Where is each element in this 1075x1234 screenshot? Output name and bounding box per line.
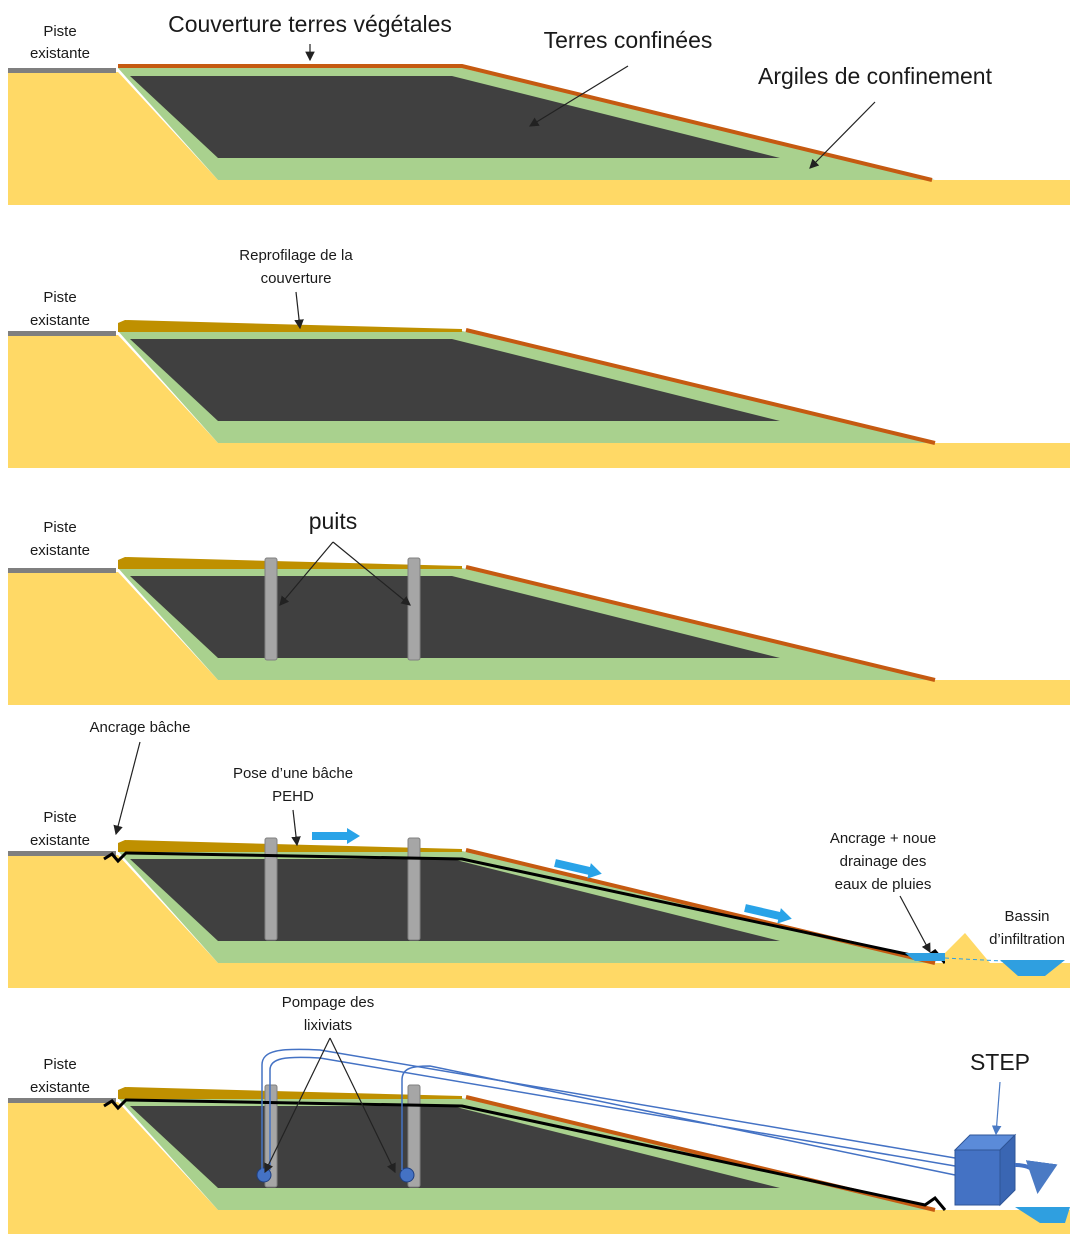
- bank: [945, 933, 990, 963]
- road: [8, 1098, 116, 1103]
- arrow: [291, 809, 301, 847]
- arrow: [991, 1081, 1002, 1136]
- liner: [103, 851, 947, 964]
- label: Reprofilage de la: [239, 247, 353, 264]
- label: Bassin: [1004, 908, 1049, 925]
- road: [8, 851, 116, 856]
- arrow: [332, 541, 411, 606]
- label: drainage des: [840, 853, 927, 870]
- road: [8, 568, 116, 573]
- liner: [103, 1098, 947, 1211]
- panel: [8, 1048, 1070, 1234]
- pump: [256, 1167, 272, 1183]
- well: [264, 557, 278, 661]
- waste: [130, 1106, 780, 1188]
- arrow: [899, 895, 931, 954]
- road: [8, 331, 116, 336]
- piste-label: Piste: [43, 23, 76, 40]
- pipe: [401, 1065, 956, 1176]
- labels: Piste existante Couverture terres végéta…: [30, 11, 1065, 1174]
- label: Terres confinées: [544, 27, 713, 53]
- well: [264, 1084, 278, 1188]
- cover: [465, 565, 936, 682]
- label: Ancrage + noue: [830, 830, 936, 847]
- waste: [130, 339, 780, 421]
- piste-label: existante: [30, 312, 90, 329]
- piste-label: Piste: [43, 1056, 76, 1073]
- piste-label: existante: [30, 45, 90, 62]
- panel: [8, 64, 1070, 205]
- waste: [130, 859, 780, 941]
- arrow: [113, 741, 141, 836]
- reprofile: [118, 840, 462, 852]
- label: Pose d’une bâche: [233, 765, 353, 782]
- arrow: [279, 541, 334, 606]
- well: [264, 837, 278, 941]
- basin: [1015, 1207, 1070, 1223]
- piste-label: Piste: [43, 289, 76, 306]
- label: PEHD: [272, 788, 314, 805]
- piste-label: existante: [30, 832, 90, 849]
- panel: [8, 557, 1070, 705]
- reprofile: [118, 557, 462, 569]
- arrow: [264, 1037, 331, 1174]
- ground: [8, 855, 1070, 988]
- waste: [130, 76, 780, 158]
- piste-label: existante: [30, 1079, 90, 1096]
- cover: [118, 64, 933, 182]
- shapes: [8, 64, 1070, 1234]
- panel: [8, 828, 1070, 988]
- outflow: [1014, 1160, 1058, 1194]
- arrow: [809, 101, 876, 169]
- pump: [399, 1167, 415, 1183]
- road: [8, 68, 116, 73]
- flow-arrow: [744, 904, 792, 924]
- flow-arrow: [312, 828, 360, 844]
- label: STEP: [970, 1049, 1030, 1075]
- reprofile: [118, 320, 462, 332]
- drain: [944, 957, 1003, 962]
- flow-arrow: [554, 859, 602, 879]
- noue-water: [905, 953, 945, 961]
- label: d’infiltration: [989, 931, 1065, 948]
- arrow: [528, 65, 629, 127]
- piste-label: Piste: [43, 519, 76, 536]
- label: Couverture terres végétales: [168, 11, 452, 37]
- arrow: [329, 1037, 396, 1174]
- ground: [8, 572, 1070, 705]
- panel: [8, 320, 1070, 468]
- arrow: [294, 291, 304, 330]
- label: Ancrage bâche: [90, 719, 191, 736]
- ground: [8, 72, 1070, 205]
- ground: [8, 1102, 1070, 1234]
- well: [407, 837, 421, 941]
- label: Argiles de confinement: [758, 63, 993, 89]
- waste: [130, 576, 780, 658]
- label: puits: [309, 508, 358, 534]
- label: Pompage des: [282, 994, 375, 1011]
- piste-label: Piste: [43, 809, 76, 826]
- ground: [8, 335, 1070, 468]
- label: couverture: [261, 270, 332, 287]
- basin: [1000, 960, 1065, 976]
- reprofile: [118, 1087, 462, 1099]
- step-box: [954, 1149, 1001, 1206]
- well: [407, 1084, 421, 1188]
- pipe: [261, 1048, 956, 1170]
- cover: [465, 328, 936, 445]
- label: lixiviats: [304, 1017, 352, 1034]
- well: [407, 557, 421, 661]
- label: eaux de pluies: [835, 876, 932, 893]
- piste-label: existante: [30, 542, 90, 559]
